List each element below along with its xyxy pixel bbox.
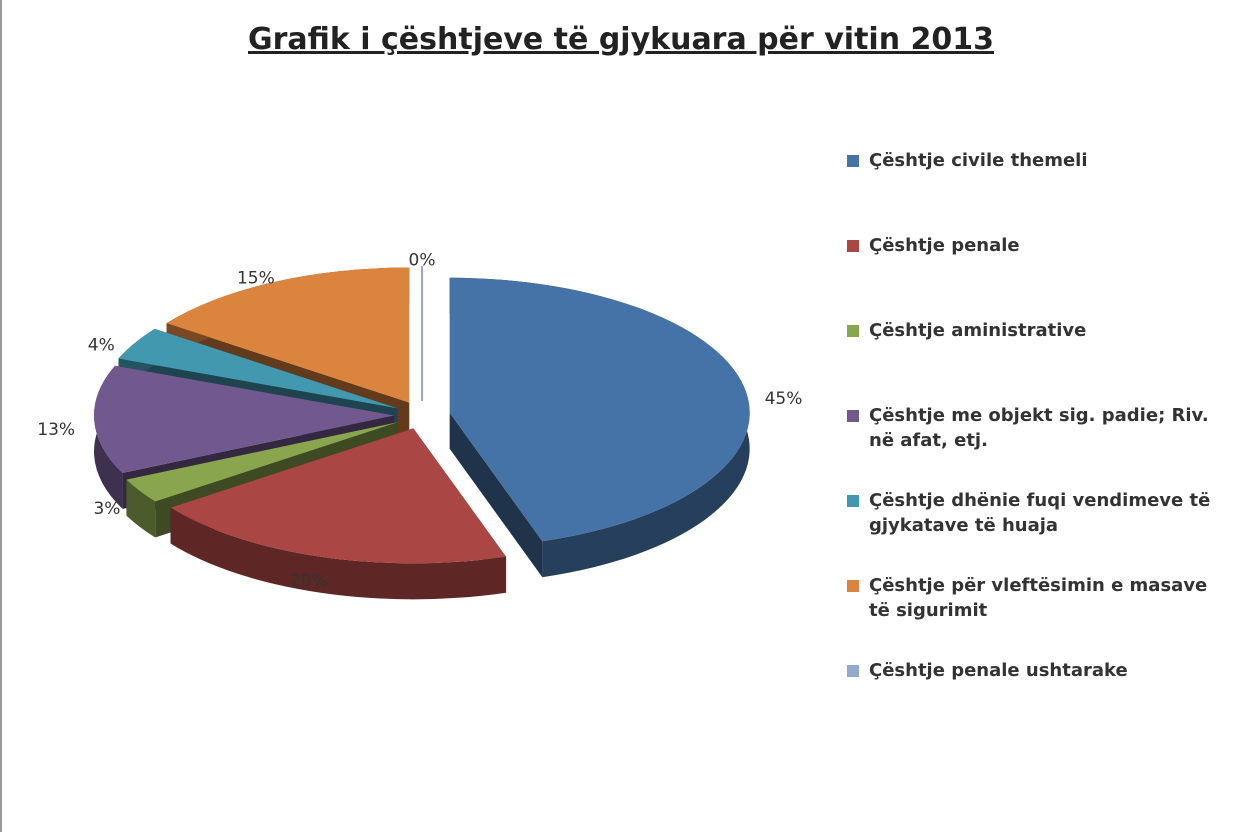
legend: Çështje civile themeli Çështje penale Çësh…: [847, 148, 1217, 743]
data-label: 13%: [37, 420, 75, 440]
legend-label: Çështje për vleftësimin e masave të sigu…: [869, 575, 1208, 621]
data-label: 15%: [237, 268, 275, 288]
legend-swatch: [847, 325, 859, 337]
chart-title: Grafik i çështjeve të gjykuara për vitin…: [248, 22, 994, 57]
legend-entry: Çështje me objekt sig. padie; Riv. në af…: [847, 403, 1217, 488]
slice-wall: [449, 412, 543, 578]
legend-swatch: [847, 580, 859, 592]
legend-label: Çështje aministrative: [869, 320, 1087, 341]
legend-label: Çështje penale: [869, 235, 1020, 256]
legend-entry: Çështje penale ushtarake: [847, 658, 1217, 743]
legend-swatch: [847, 410, 859, 422]
slice-top: [118, 328, 398, 409]
pie-slice: [449, 277, 750, 578]
legend-swatch: [847, 495, 859, 507]
data-label: 3%: [93, 499, 120, 519]
legend-swatch: [847, 665, 859, 677]
slice-top: [94, 365, 395, 473]
legend-label: Çështje dhënie fuqi vendimeve të gjykata…: [869, 490, 1211, 536]
data-label: 20%: [290, 572, 328, 592]
legend-label: Çështje civile themeli: [869, 150, 1088, 171]
legend-swatch: [847, 155, 859, 167]
slice-side: [170, 507, 507, 600]
legend-entry: Çështje aministrative: [847, 318, 1217, 403]
slice-top: [126, 422, 398, 502]
slice-top: [166, 267, 410, 403]
slice-wall: [126, 422, 398, 516]
legend-entry: Çështje për vleftësimin e masave të sigu…: [847, 573, 1217, 658]
pie-slice: [170, 428, 507, 600]
slice-side: [126, 479, 156, 538]
slice-top: [449, 277, 750, 542]
legend-entry: Çështje dhënie fuqi vendimeve të gjykata…: [847, 488, 1217, 573]
legend-label: Çështje penale ushtarake: [869, 660, 1128, 681]
legend-entry: Çështje penale: [847, 233, 1217, 318]
legend-label: Çështje me objekt sig. padie; Riv. në af…: [869, 405, 1209, 451]
data-label: 4%: [88, 336, 115, 356]
data-label: 0%: [409, 250, 436, 270]
data-label: 45%: [765, 389, 803, 409]
legend-entry: Çështje civile themeli: [847, 148, 1217, 233]
legend-swatch: [847, 240, 859, 252]
slice-top: [170, 428, 507, 564]
